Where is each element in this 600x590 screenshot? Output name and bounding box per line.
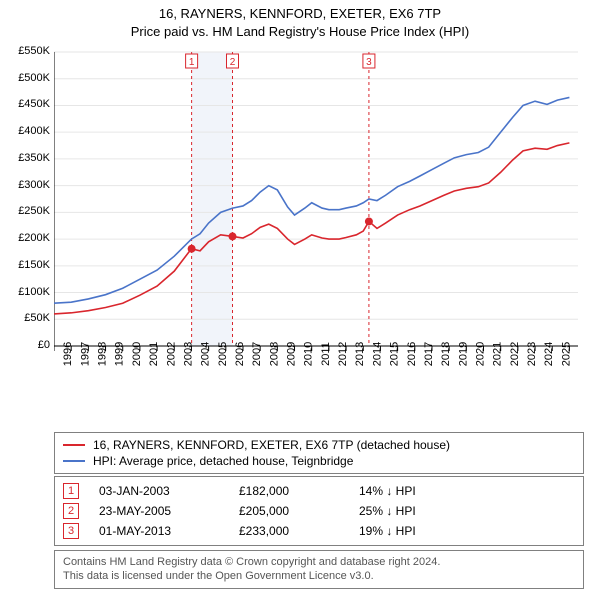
svg-text:2023: 2023 xyxy=(526,342,538,366)
svg-text:2001: 2001 xyxy=(148,342,160,366)
y-tick-label: £200K xyxy=(0,232,50,244)
y-tick-label: £250K xyxy=(0,205,50,217)
credit-box: Contains HM Land Registry data © Crown c… xyxy=(54,550,584,589)
credit-line: This data is licensed under the Open Gov… xyxy=(63,569,575,583)
page-subtitle: Price paid vs. HM Land Registry's House … xyxy=(0,24,600,39)
svg-text:2009: 2009 xyxy=(286,342,298,366)
legend-box: 16, RAYNERS, KENNFORD, EXETER, EX6 7TP (… xyxy=(54,432,584,474)
event-marker-icon: 1 xyxy=(63,483,79,499)
y-tick-label: £550K xyxy=(0,45,50,57)
svg-text:1998: 1998 xyxy=(97,342,109,366)
legend-label-hpi: HPI: Average price, detached house, Teig… xyxy=(93,454,353,468)
event-row: 2 23-MAY-2005 £205,000 25% ↓ HPI xyxy=(63,501,575,521)
svg-text:1995: 1995 xyxy=(54,342,57,366)
event-price: £233,000 xyxy=(239,524,359,538)
svg-text:2017: 2017 xyxy=(423,342,435,366)
svg-text:2019: 2019 xyxy=(457,342,469,366)
legend-item-hpi: HPI: Average price, detached house, Teig… xyxy=(63,453,575,469)
price-chart: 1995 1996 1997 1998 1999 2000 2001 2002 2003 2004… xyxy=(54,46,584,386)
svg-text:1997: 1997 xyxy=(79,342,91,366)
svg-text:2014: 2014 xyxy=(371,342,383,366)
event-date: 03-JAN-2003 xyxy=(99,484,239,498)
y-tick-label: £300K xyxy=(0,179,50,191)
svg-text:2020: 2020 xyxy=(475,342,487,366)
svg-text:2003: 2003 xyxy=(182,342,194,366)
y-tick-label: £150K xyxy=(0,259,50,271)
event-row: 3 01-MAY-2013 £233,000 19% ↓ HPI xyxy=(63,521,575,541)
event-row: 1 03-JAN-2003 £182,000 14% ↓ HPI xyxy=(63,481,575,501)
y-tick-label: £400K xyxy=(0,125,50,137)
svg-text:2012: 2012 xyxy=(337,342,349,366)
svg-text:1999: 1999 xyxy=(114,342,126,366)
event-marker-icon: 2 xyxy=(63,503,79,519)
page-title: 16, RAYNERS, KENNFORD, EXETER, EX6 7TP xyxy=(0,6,600,21)
svg-text:2008: 2008 xyxy=(268,342,280,366)
y-tick-label: £100K xyxy=(0,286,50,298)
event-price: £205,000 xyxy=(239,504,359,518)
y-tick-label: £50K xyxy=(0,312,50,324)
svg-text:2011: 2011 xyxy=(320,342,332,366)
svg-text:2022: 2022 xyxy=(509,342,521,366)
event-date: 01-MAY-2013 xyxy=(99,524,239,538)
svg-text:2002: 2002 xyxy=(165,342,177,366)
svg-text:1996: 1996 xyxy=(62,342,74,366)
y-tick-label: £350K xyxy=(0,152,50,164)
event-price: £182,000 xyxy=(239,484,359,498)
svg-text:2007: 2007 xyxy=(251,342,263,366)
y-tick-label: £0 xyxy=(0,339,50,351)
event-delta: 14% ↓ HPI xyxy=(359,484,575,498)
svg-text:2021: 2021 xyxy=(492,342,504,366)
event-date: 23-MAY-2005 xyxy=(99,504,239,518)
svg-text:2018: 2018 xyxy=(440,342,452,366)
events-box: 1 03-JAN-2003 £182,000 14% ↓ HPI 2 23-MA… xyxy=(54,476,584,546)
legend-swatch-hpi xyxy=(63,460,85,462)
svg-text:2004: 2004 xyxy=(200,342,212,366)
legend-item-property: 16, RAYNERS, KENNFORD, EXETER, EX6 7TP (… xyxy=(63,437,575,453)
legend-swatch-property xyxy=(63,444,85,446)
svg-text:3: 3 xyxy=(366,57,372,68)
svg-text:2015: 2015 xyxy=(389,342,401,366)
svg-text:2000: 2000 xyxy=(131,342,143,366)
event-marker-icon: 3 xyxy=(63,523,79,539)
svg-text:2013: 2013 xyxy=(354,342,366,366)
credit-line: Contains HM Land Registry data © Crown c… xyxy=(63,555,575,569)
svg-text:2006: 2006 xyxy=(234,342,246,366)
event-delta: 25% ↓ HPI xyxy=(359,504,575,518)
svg-text:1: 1 xyxy=(189,57,195,68)
svg-text:2016: 2016 xyxy=(406,342,418,366)
svg-text:2010: 2010 xyxy=(303,342,315,366)
y-tick-label: £450K xyxy=(0,98,50,110)
y-tick-label: £500K xyxy=(0,72,50,84)
svg-text:2: 2 xyxy=(230,57,236,68)
event-delta: 19% ↓ HPI xyxy=(359,524,575,538)
svg-text:2024: 2024 xyxy=(543,342,555,366)
legend-label-property: 16, RAYNERS, KENNFORD, EXETER, EX6 7TP (… xyxy=(93,438,450,452)
svg-text:2025: 2025 xyxy=(560,342,572,366)
svg-text:2005: 2005 xyxy=(217,342,229,366)
